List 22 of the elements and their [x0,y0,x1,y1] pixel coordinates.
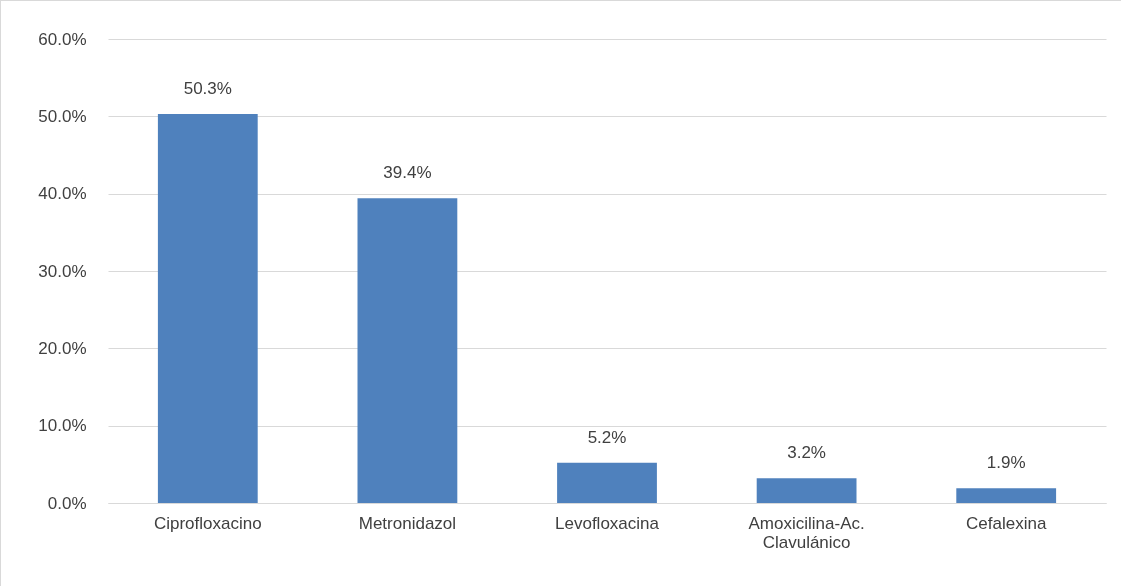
y-tick-label: 0.0% [47,493,87,513]
bar [157,114,258,503]
y-tick-label: 40.0% [38,184,87,204]
bar [756,478,857,503]
x-tick-label: Cefalexina [966,513,1047,533]
bar [956,488,1057,503]
bar [357,198,458,503]
y-tick-label: 50.0% [38,106,87,126]
y-tick-label: 10.0% [38,416,87,436]
x-tick-label: Amoxicilina-Ac. Clavulánico [748,513,865,552]
y-tick-label: 30.0% [38,261,87,281]
y-tick-label: 20.0% [38,338,87,358]
bar [557,462,657,503]
data-label: 50.3% [183,79,232,99]
data-label: 5.2% [587,427,627,447]
data-label: 1.9% [986,453,1026,473]
x-tick-label: Metronidazol [358,513,457,533]
y-tick-label: 60.0% [38,29,87,49]
x-tick-label: Ciprofloxacino [153,513,262,533]
data-label: 3.2% [787,443,826,463]
data-label: 39.4% [383,163,432,183]
x-tick-label: Levofloxacina [555,513,660,533]
